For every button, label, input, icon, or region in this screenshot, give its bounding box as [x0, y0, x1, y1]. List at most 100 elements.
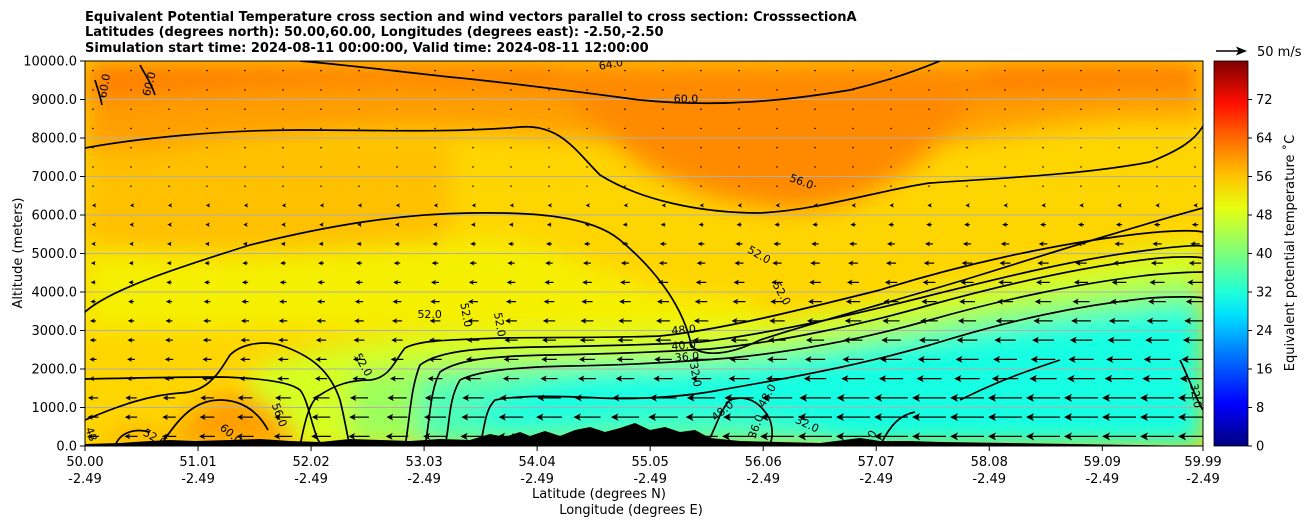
wind-vector — [609, 432, 641, 441]
contour-label: 60.0 — [140, 70, 159, 97]
wind-vector — [432, 241, 438, 247]
wind-vector — [545, 260, 553, 266]
wind-vector — [536, 413, 562, 421]
wind-vector — [355, 279, 363, 285]
wind-vector — [848, 260, 858, 266]
wind-vector — [690, 375, 712, 382]
wind-vector — [355, 260, 363, 266]
x-tick-lon: -2.49 — [633, 472, 667, 487]
wind-vector — [773, 241, 781, 247]
wind-vector — [890, 108, 892, 110]
y-tick-label: 1000.0 — [32, 401, 78, 416]
wind-vector — [814, 146, 816, 149]
wind-vector — [431, 260, 439, 266]
wind-vector — [621, 241, 629, 247]
wind-vector — [273, 433, 293, 440]
wind-vector — [582, 279, 592, 285]
wind-vector — [1118, 185, 1120, 187]
wind-vector — [317, 299, 325, 305]
wind-vector — [1156, 108, 1158, 110]
wind-vector — [738, 146, 740, 149]
wind-vector — [510, 185, 512, 187]
wind-vector — [129, 241, 134, 247]
wind-vector — [505, 298, 517, 305]
wind-vector — [923, 260, 935, 266]
wind-vector — [204, 280, 210, 285]
wind-vector — [887, 241, 895, 247]
wind-vector — [959, 298, 975, 305]
wind-vector — [472, 185, 474, 187]
wind-vector — [396, 166, 398, 168]
wind-vector — [874, 413, 908, 422]
wind-vector — [281, 222, 286, 227]
wind-vector — [1004, 146, 1006, 149]
wind-vector — [1194, 166, 1196, 168]
wind-vector — [738, 108, 740, 110]
x-tick-lat: 51.01 — [179, 455, 216, 470]
wind-vector — [684, 432, 718, 441]
wind-vector — [282, 146, 284, 149]
title-line-1: Equivalent Potential Temperature cross s… — [85, 10, 857, 25]
wind-vector — [243, 203, 249, 208]
wind-vector — [1076, 241, 1086, 247]
wind-vector — [319, 222, 324, 227]
wind-vector — [396, 89, 398, 91]
wind-vector — [424, 394, 446, 402]
wind-vector — [433, 203, 439, 208]
wind-vector — [586, 108, 588, 110]
wind-vector — [925, 241, 933, 247]
wind-vector — [928, 185, 930, 187]
wind-vector — [470, 222, 476, 227]
wind-vector — [1068, 355, 1094, 363]
wind-vector — [1042, 166, 1044, 168]
wind-vector — [87, 433, 99, 440]
wind-vector — [1108, 317, 1130, 325]
wind-vector — [130, 185, 132, 187]
wind-vector — [619, 298, 631, 305]
wind-vector — [737, 203, 742, 208]
wind-vector — [624, 127, 626, 130]
wind-vector — [200, 395, 214, 401]
wind-vector — [204, 260, 210, 266]
wind-vector — [776, 108, 778, 110]
wind-vector — [510, 127, 512, 130]
wind-vector — [733, 279, 745, 286]
wind-vector — [846, 279, 860, 286]
wind-vector — [612, 394, 638, 402]
wind-vector — [961, 260, 973, 266]
contour-lines — [85, 61, 1203, 446]
wind-vector — [615, 375, 635, 382]
wind-vector — [966, 69, 968, 72]
wind-vector — [546, 222, 552, 227]
wind-vector — [657, 279, 669, 286]
wind-vector — [548, 185, 550, 187]
wind-vector — [729, 356, 749, 363]
wind-vector — [91, 222, 96, 227]
wind-vector — [164, 376, 174, 382]
wind-vector — [1004, 108, 1006, 110]
wind-vector — [695, 279, 707, 286]
x-tick-lat: 55.05 — [632, 455, 669, 470]
y-tick-label: 8000.0 — [32, 132, 78, 147]
wind-vector — [996, 298, 1014, 305]
wind-vector — [244, 127, 246, 130]
wind-vector — [583, 241, 591, 247]
wind-vector — [662, 89, 664, 91]
wind-vector — [850, 222, 856, 227]
y-tick-label: 5000.0 — [32, 247, 78, 262]
wind-vector — [579, 337, 595, 344]
wind-vector — [280, 241, 286, 247]
wind-vector — [624, 185, 626, 187]
wind-vector — [358, 185, 360, 187]
wind-vector — [1075, 260, 1087, 266]
wind-vector — [237, 394, 253, 401]
wind-vector — [164, 356, 174, 362]
wind-vector — [199, 433, 215, 440]
wind-vector — [387, 394, 407, 402]
wind-vector — [928, 166, 930, 168]
x-axis-label: Latitude (degrees N) — [532, 487, 666, 502]
wind-vector — [428, 337, 442, 343]
wind-vector — [548, 146, 550, 149]
wind-vector — [774, 222, 780, 227]
wind-vector — [890, 127, 892, 130]
